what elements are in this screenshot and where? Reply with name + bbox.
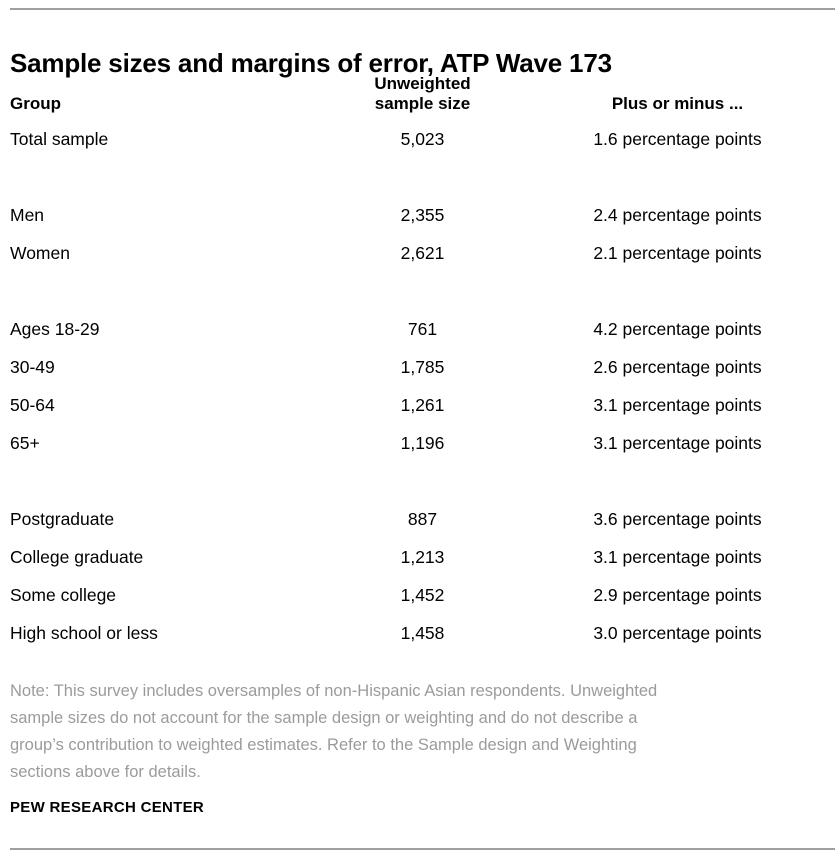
row-sample-size: 1,458 xyxy=(400,622,445,643)
row-sample-size: 1,452 xyxy=(400,584,445,605)
row-group-label: Men xyxy=(10,204,45,225)
column-header-sample-size: Unweighted sample size xyxy=(330,74,515,114)
row-margin-of-error: 3.6 percentage points xyxy=(593,508,762,529)
row-sample-size: 1,196 xyxy=(400,432,445,453)
table-header-row: Group Unweighted sample size Plus or min… xyxy=(0,74,840,114)
row-group-label: Some college xyxy=(10,584,117,605)
table-row: 65+ 1,196 3.1 percentage points xyxy=(0,424,840,462)
table-row: High school or less 1,458 3.0 percentage… xyxy=(0,614,840,652)
row-group-gap xyxy=(0,462,840,500)
column-header-sample-size-line2: sample size xyxy=(374,94,471,113)
row-group-label: 30-49 xyxy=(10,356,55,377)
row-sample-size: 761 xyxy=(407,318,438,339)
row-group-gap xyxy=(0,158,840,196)
table-row: Women 2,621 2.1 percentage points xyxy=(0,234,840,272)
row-group-label: 65+ xyxy=(10,432,40,453)
row-margin-of-error: 2.9 percentage points xyxy=(593,584,762,605)
row-group-label: Ages 18-29 xyxy=(10,318,100,339)
row-group-label: Postgraduate xyxy=(10,508,115,529)
table-row: 30-49 1,785 2.6 percentage points xyxy=(0,348,840,386)
note-text: Note: This survey includes oversamples o… xyxy=(10,678,830,786)
row-margin-of-error: 2.6 percentage points xyxy=(593,356,762,377)
row-sample-size: 1,785 xyxy=(400,356,445,377)
row-group-label: Total sample xyxy=(10,128,109,149)
table-row: Ages 18-29 761 4.2 percentage points xyxy=(0,310,840,348)
row-group-gap xyxy=(0,272,840,310)
note-line: Note: This survey includes oversamples o… xyxy=(10,682,658,700)
row-sample-size: 2,355 xyxy=(400,204,445,225)
table-row: Some college 1,452 2.9 percentage points xyxy=(0,576,840,614)
table-body: Total sample 5,023 1.6 percentage points… xyxy=(0,120,840,652)
row-group-label: College graduate xyxy=(10,546,144,567)
row-margin-of-error: 1.6 percentage points xyxy=(593,128,762,149)
row-margin-of-error: 3.0 percentage points xyxy=(593,622,762,643)
note-line: sections above for details. xyxy=(10,763,201,781)
table-row: College graduate 1,213 3.1 percentage po… xyxy=(0,538,840,576)
row-sample-size: 1,261 xyxy=(400,394,445,415)
row-margin-of-error: 3.1 percentage points xyxy=(593,432,762,453)
row-sample-size: 2,621 xyxy=(400,242,445,263)
row-group-label: High school or less xyxy=(10,622,158,643)
note-line: sample sizes do not account for the samp… xyxy=(10,709,638,727)
row-margin-of-error: 3.1 percentage points xyxy=(593,394,762,415)
row-sample-size: 1,213 xyxy=(400,546,445,567)
note-line: group’s contribution to weighted estimat… xyxy=(10,736,637,754)
table-row: Men 2,355 2.4 percentage points xyxy=(0,196,840,234)
table-row: Postgraduate 887 3.6 percentage points xyxy=(0,500,840,538)
top-border-line xyxy=(10,8,835,10)
row-sample-size: 887 xyxy=(407,508,438,529)
row-sample-size: 5,023 xyxy=(400,128,445,149)
row-margin-of-error: 4.2 percentage points xyxy=(593,318,762,339)
row-group-label: Women xyxy=(10,242,70,263)
column-header-group: Group xyxy=(10,94,61,113)
column-header-margin-of-error: Plus or minus ... xyxy=(611,94,744,113)
column-header-sample-size-line1: Unweighted xyxy=(374,74,471,93)
figure-title: Sample sizes and margins of error, ATP W… xyxy=(10,48,612,79)
table-row: Total sample 5,023 1.6 percentage points xyxy=(0,120,840,158)
bottom-border-line xyxy=(10,848,835,850)
row-margin-of-error: 2.1 percentage points xyxy=(593,242,762,263)
row-margin-of-error: 2.4 percentage points xyxy=(593,204,762,225)
source-attribution: PEW RESEARCH CENTER xyxy=(10,799,205,816)
sample-size-table: Group Unweighted sample size Plus or min… xyxy=(0,74,840,652)
row-group-label: 50-64 xyxy=(10,394,55,415)
row-margin-of-error: 3.1 percentage points xyxy=(593,546,762,567)
table-row: 50-64 1,261 3.1 percentage points xyxy=(0,386,840,424)
